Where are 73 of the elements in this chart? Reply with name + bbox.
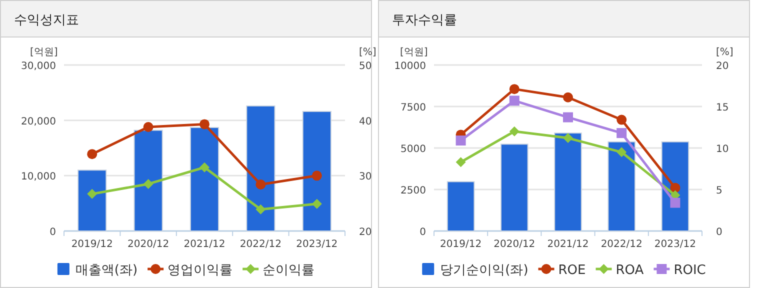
point [670,198,680,208]
y-tick-label: 20,000 [21,116,56,128]
point [87,188,98,199]
x-tick-label: 2020/12 [128,239,170,250]
point [616,128,627,138]
y-tick-label: 10000 [394,61,426,72]
bar [500,144,528,232]
x-tick-label: 2022/12 [240,239,282,250]
y2-tick-label: 10 [716,144,729,155]
y2-tick-label: 0 [716,227,722,238]
y2-axis-title: [%] [359,47,376,58]
point [87,149,98,160]
y-tick-label: 0 [420,227,426,238]
point [456,157,466,168]
chart-title: 수익성지표 [14,13,79,28]
bar [190,127,220,232]
point [563,112,573,122]
y2-tick-label: 40 [359,116,372,128]
y2-tick-label: 30 [359,172,372,183]
x-tick-label: 2023/12 [296,239,338,250]
x-tick-label: 2020/12 [494,239,536,250]
bar [554,132,582,232]
bar [302,110,332,232]
point [143,122,154,132]
y2-tick-label: 15 [716,102,729,114]
y2-tick-label: 50 [359,61,372,72]
x-tick-label: 2023/12 [654,239,696,250]
legend-label: ROIC [674,263,706,278]
point [143,178,154,189]
y-axis-title: [억원] [30,47,58,58]
bar [608,141,636,232]
x-tick-label: 2021/12 [547,239,589,250]
x-tick-label: 2021/12 [184,239,226,250]
y-tick-label: 10,000 [21,172,56,183]
bar [246,105,276,232]
point [509,84,520,94]
point [563,92,573,102]
point [312,198,322,209]
y-tick-label: 5000 [400,144,426,155]
chart-title: 투자수익률 [392,13,457,28]
legend-label: ROE [558,263,586,278]
bar [134,130,163,232]
bar [446,181,475,232]
legend-label: 순이익률 [262,263,315,278]
point [509,126,520,136]
point [312,170,322,181]
y2-tick-label: 20 [716,61,729,72]
point [563,133,573,144]
y-tick-label: 7500 [400,102,426,114]
y-axis-title: [억원] [400,47,428,58]
bar [78,170,107,232]
legend-label: 당기순이익(좌) [440,263,528,278]
legend-label: 매출액(좌) [75,263,138,278]
point [616,147,627,158]
x-tick-label: 2019/12 [71,239,113,250]
legend-label: 영업이익률 [168,263,233,278]
y-tick-label: 2500 [400,186,426,196]
point [200,162,210,172]
point [616,114,627,125]
x-tick-label: 2019/12 [440,239,482,250]
y-tick-label: 0 [50,227,56,238]
y2-tick-label: 20 [359,227,372,238]
x-tick-label: 2022/12 [600,239,642,250]
legend-label: ROA [616,263,644,278]
point [509,96,520,106]
point [200,119,210,130]
point [256,180,266,190]
y-tick-label: 30,000 [21,61,56,72]
point [670,182,680,193]
y2-tick-label: 5 [716,186,722,196]
point [256,204,266,214]
point [456,136,466,146]
y2-axis-title: [%] [716,47,734,58]
